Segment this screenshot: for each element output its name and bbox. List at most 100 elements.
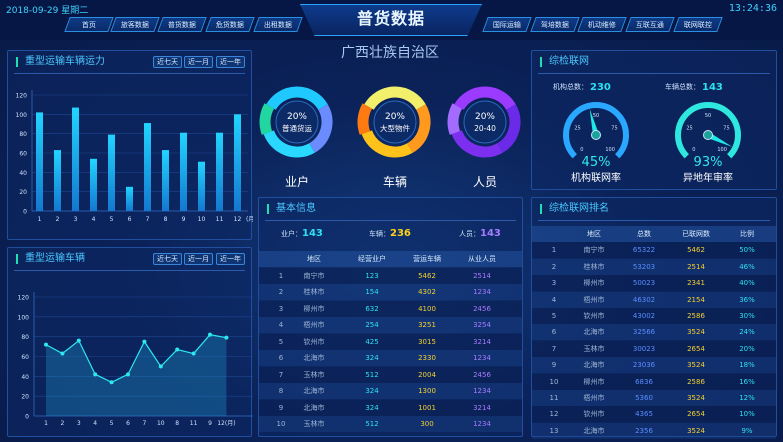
table-row[interactable]: 1 南宁市 123 5462 2514 xyxy=(259,267,522,284)
gauge-needle xyxy=(589,108,599,136)
table-row[interactable]: 7 玉林市 30023 2654 20% xyxy=(532,340,776,357)
donut-center xyxy=(275,100,319,144)
table-row[interactable]: 2 桂林市 154 4302 1234 xyxy=(259,284,522,300)
table-cell: 8 xyxy=(278,387,284,395)
table-cell: 2654 xyxy=(687,410,705,419)
table-cell: 1234 xyxy=(473,354,491,362)
table-cell: 南宁市 xyxy=(583,246,605,255)
basic-info-table: 地区 经营业户 营运车辆 从业人员 1 南宁市 123 5462 2514 2 桂林市 154 4302… xyxy=(259,251,522,432)
gauge-tick: 100 xyxy=(605,147,615,153)
table-row[interactable]: 5 钦州市 425 3015 3214 xyxy=(259,333,522,350)
bar xyxy=(126,186,133,211)
table-cell: 1 xyxy=(278,271,284,280)
table-cell: 1234 xyxy=(473,387,491,395)
table-row[interactable]: 9 北海市 324 1001 3214 xyxy=(259,399,522,416)
nav-nav_right-1[interactable]: 驾培数据 xyxy=(530,17,580,32)
bar xyxy=(234,114,241,211)
table-cell: 北海市 xyxy=(303,387,325,395)
table-cell: 24% xyxy=(739,328,755,337)
table-cell: 324 xyxy=(365,403,379,412)
table-row[interactable]: 10 柳州市 6836 2586 16% xyxy=(532,373,776,390)
weekday-text: 星期二 xyxy=(61,6,89,16)
x-tick-label: 11 xyxy=(190,420,198,427)
table-row[interactable]: 7 玉林市 512 2004 2456 xyxy=(259,366,522,383)
table-cell: 桂林市 xyxy=(583,262,605,271)
table-cell: 2004 xyxy=(418,370,436,379)
nav-label: 首页 xyxy=(81,21,96,29)
x-tick-label: 1 xyxy=(38,216,42,223)
filter-button-2[interactable]: 近一年 xyxy=(216,56,245,68)
nav-nav_left-2[interactable]: 普货数据 xyxy=(157,17,207,32)
table-row[interactable]: 1 南宁市 65322 5462 50% xyxy=(532,242,776,259)
table-row[interactable]: 4 梧州市 46302 2154 36% xyxy=(532,291,776,308)
data-point xyxy=(175,347,180,352)
table-cell: 2456 xyxy=(473,304,491,313)
nav-label: 国际运输 xyxy=(492,21,521,29)
table-cell: 5462 xyxy=(418,271,436,280)
network-panel: 综检联网 机构总数： 230 0 25 50 75 100 45% 机构联网率 车辆总数： 143 0… xyxy=(531,50,777,190)
gauge-value: 45% xyxy=(582,155,611,170)
nav-nav_left-0[interactable]: 首页 xyxy=(64,17,114,32)
table-row[interactable]: 10 玉林市 512 300 1234 xyxy=(259,416,522,432)
table-cell: 北海市 xyxy=(583,328,605,337)
gauge-hub xyxy=(703,130,713,140)
table-row[interactable]: 3 柳州市 632 4100 2456 xyxy=(259,300,522,317)
nav-nav_left-1[interactable]: 旅客数据 xyxy=(110,17,160,32)
table-row[interactable]: 6 北海市 324 2330 1234 xyxy=(259,350,522,366)
nav-nav_left-3[interactable]: 危货数据 xyxy=(205,17,255,32)
table-cell: 12% xyxy=(739,394,755,402)
series-line xyxy=(45,334,227,383)
table-row[interactable]: 2 桂林市 53203 2514 46% xyxy=(532,258,776,275)
table-cell: 2456 xyxy=(473,370,491,379)
region-title: 广西壮族自治区 xyxy=(341,45,439,61)
filter-button-1[interactable]: 近一月 xyxy=(184,253,213,265)
donut-segment xyxy=(361,130,413,158)
nav-nav_right-0[interactable]: 国际运输 xyxy=(482,17,532,32)
table-cell: 2 xyxy=(551,262,557,271)
x-tick-label: 12 xyxy=(234,216,242,223)
table-row[interactable]: 4 梧州市 254 3251 3254 xyxy=(259,317,522,333)
nav-nav_left-4[interactable]: 出租数据 xyxy=(253,17,303,32)
ranking-table: 地区 总数 已联网数 比例 1 南宁市 65322 5462 50% 2 桂林市 53203 2514 4… xyxy=(532,226,776,439)
column-header: 已联网数 xyxy=(682,230,710,238)
bar xyxy=(180,132,187,211)
area-chart: 0 20 40 60 80 100 120 1 2 3 4 5 6 7 10 8 11 9 12(月) xyxy=(18,292,253,427)
table-row[interactable]: 3 柳州市 50023 2341 40% xyxy=(532,275,776,292)
filter-button-1[interactable]: 近一月 xyxy=(184,56,213,68)
table-cell: 1300 xyxy=(418,387,436,395)
x-tick-label: 7 xyxy=(142,420,146,427)
table-row[interactable]: 8 北海市 324 1300 1234 xyxy=(259,383,522,399)
donut-segment xyxy=(266,86,328,111)
y-tick-label: 40 xyxy=(19,170,27,177)
ranking-panel: 综检联网排名 地区 总数 已联网数 比例 1 南宁市 65322 5462 50% 2 桂林市 532… xyxy=(531,197,777,439)
data-point xyxy=(76,338,81,343)
filter-button-2[interactable]: 近一年 xyxy=(216,253,245,265)
nav-label: 机动维修 xyxy=(587,21,616,29)
gauge-tick: 25 xyxy=(686,125,692,131)
y-tick-label: 20 xyxy=(21,394,29,401)
table-row[interactable]: 5 钦州市 43002 2586 30% xyxy=(532,308,776,324)
nav-nav_right-2[interactable]: 机动维修 xyxy=(577,17,627,32)
table-row[interactable]: 13 北海市 2356 3524 9% xyxy=(532,422,776,439)
bar xyxy=(36,112,43,211)
table-cell: 5 xyxy=(551,312,557,320)
nav-nav_right-3[interactable]: 互联互通 xyxy=(625,17,675,32)
nav-label: 危货数据 xyxy=(215,21,244,29)
table-cell: 512 xyxy=(365,420,379,428)
bar xyxy=(162,150,169,211)
date-text: 2018-09-29 xyxy=(6,6,59,16)
page-title: 普货数据 xyxy=(300,4,482,36)
x-tick-label: 1 xyxy=(44,420,48,427)
table-row[interactable]: 6 北海市 32566 3524 24% xyxy=(532,324,776,341)
table-row[interactable]: 9 北海市 23036 3524 18% xyxy=(532,357,776,374)
table-cell: 2 xyxy=(278,288,284,296)
filter-button-0[interactable]: 近七天 xyxy=(153,56,182,68)
table-header: 地区 经营业户 营运车辆 从业人员 xyxy=(259,251,522,267)
table-row[interactable]: 12 钦州市 4365 2654 10% xyxy=(532,406,776,423)
table-cell: 北海市 xyxy=(583,361,605,370)
table-cell: 2586 xyxy=(687,312,705,320)
table-cell: 6836 xyxy=(635,377,653,386)
table-row[interactable]: 11 梧州市 5360 3524 12% xyxy=(532,390,776,406)
nav-nav_right-4[interactable]: 联网联控 xyxy=(673,17,723,32)
filter-button-0[interactable]: 近七天 xyxy=(153,253,182,265)
